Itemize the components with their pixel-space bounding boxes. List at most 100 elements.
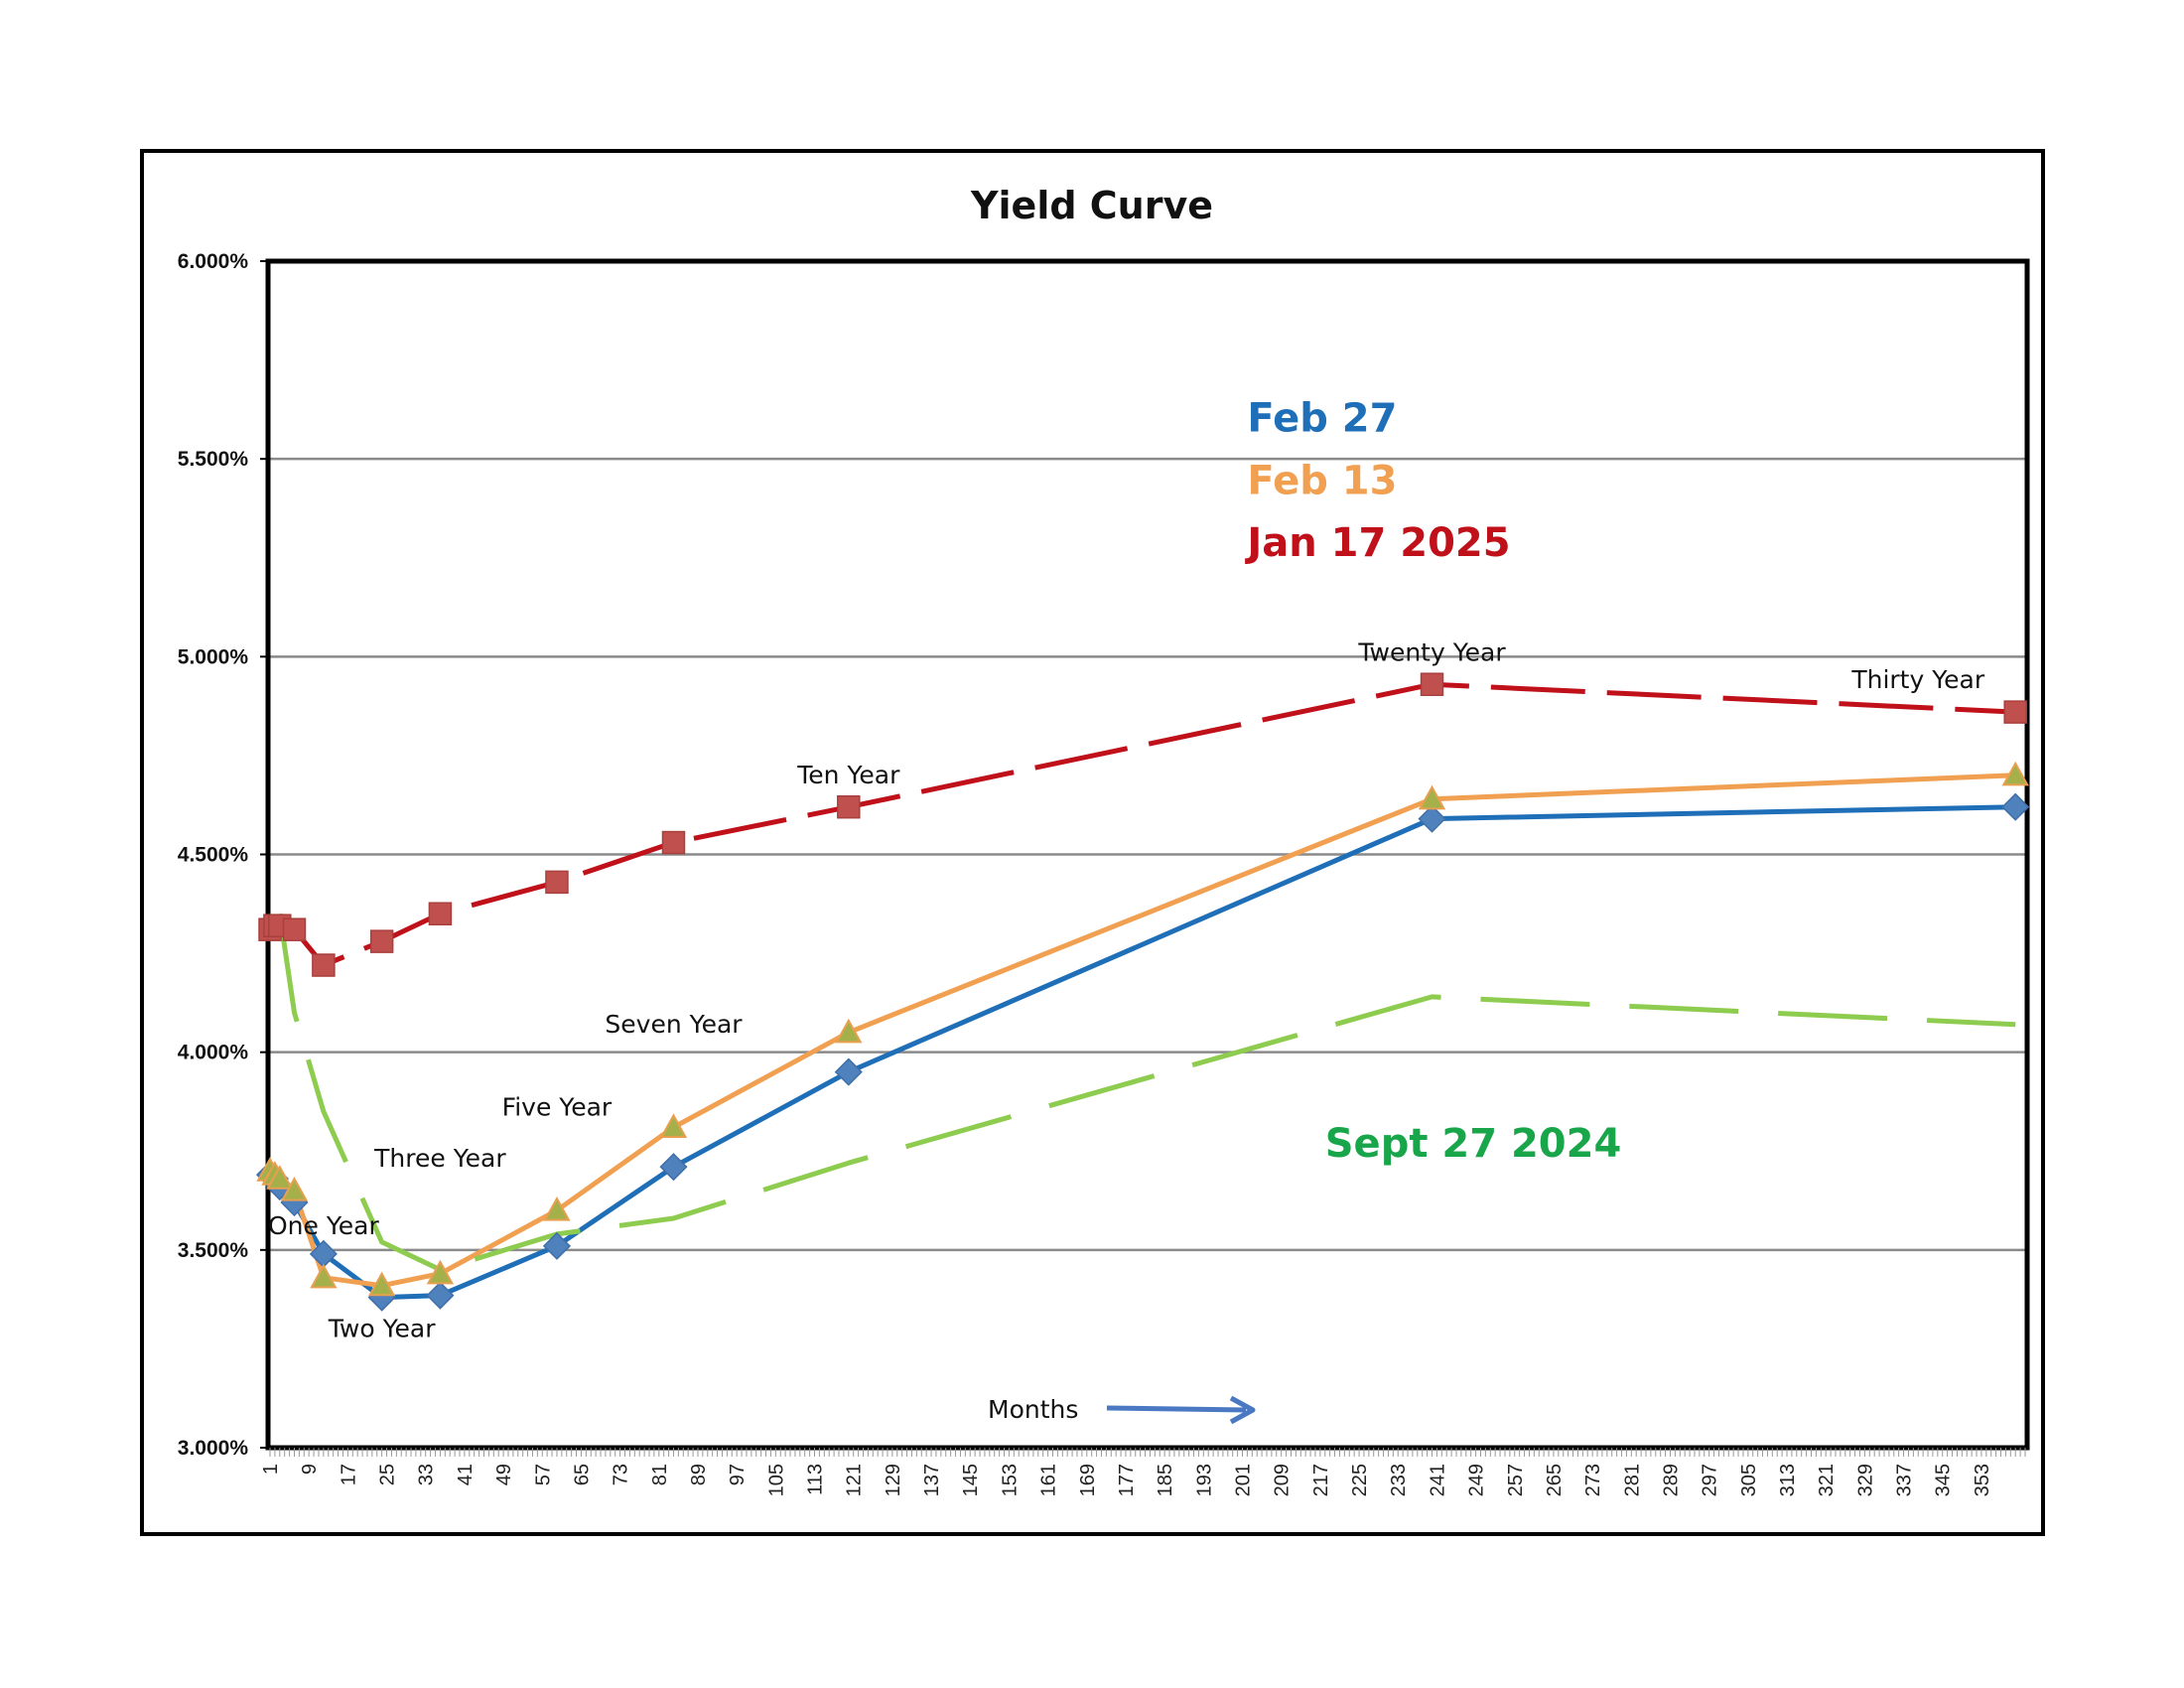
tenor-label: Seven Year: [605, 1010, 743, 1039]
x-tick-label: 49: [493, 1464, 515, 1485]
data-point-square: [282, 917, 307, 941]
x-tick-label: 337: [1894, 1464, 1916, 1496]
x-tick-label: 161: [1038, 1464, 1060, 1496]
data-point-square: [428, 902, 453, 925]
x-tick-label: 1: [260, 1464, 282, 1475]
legend-entry: Sept 27 2024: [1325, 1121, 1622, 1167]
tenor-annotations: One Year Two Year Three Year Five Year Seven…: [268, 637, 1985, 1342]
x-tick-label: 249: [1466, 1464, 1488, 1496]
data-point-square: [1420, 672, 1444, 696]
x-tick-label: 81: [649, 1464, 671, 1485]
y-tick-label: 3.500%: [178, 1239, 249, 1262]
x-tick-label: 241: [1427, 1464, 1448, 1496]
data-point-diamond: [834, 1057, 863, 1086]
y-tick-label: 5.000%: [178, 645, 249, 668]
x-tick-label: 201: [1233, 1464, 1255, 1496]
data-point-triangle: [310, 1263, 338, 1289]
tenor-label: Three Year: [373, 1144, 506, 1173]
x-tick-label: 217: [1310, 1464, 1332, 1496]
chart-title: Yield Curve: [970, 184, 1213, 227]
x-tick-label: 33: [416, 1464, 438, 1485]
x-tick-label: 65: [571, 1464, 593, 1485]
y-tick-label: 5.500%: [178, 448, 249, 471]
data-point-triangle: [835, 1018, 863, 1044]
data-point-square: [312, 953, 336, 977]
x-tick-label: 121: [844, 1464, 866, 1496]
x-tick-label: 353: [1972, 1464, 1993, 1496]
series-markers: [255, 672, 2030, 1312]
data-point-diamond: [659, 1153, 688, 1182]
tenor-label: Thirty Year: [1850, 665, 1985, 694]
x-tick-label: 41: [455, 1464, 477, 1485]
series-line: [277, 913, 2016, 1273]
x-tick-label: 209: [1272, 1464, 1294, 1496]
data-point-diamond: [2001, 792, 2030, 821]
x-tick-label: 97: [727, 1464, 749, 1485]
tenor-label: Two Year: [328, 1314, 436, 1342]
y-tick-label: 6.000%: [178, 250, 249, 273]
data-point-square: [837, 794, 861, 819]
x-tick-label: 137: [921, 1464, 943, 1496]
y-axis-ticks: 3.000% 3.500% 4.000% 4.500% 5.000% 5.500% 6.00…: [178, 250, 270, 1460]
x-axis-label: Months: [988, 1395, 1078, 1424]
x-tick-label: 289: [1661, 1464, 1683, 1496]
x-axis-ticks: 1 9 17 25 33 41 49 57 65 73 81 89 97 105 113 121 129 137 1…: [260, 1448, 2026, 1496]
tenor-label: Twenty Year: [1357, 637, 1506, 666]
legend-entry: Feb 27: [1247, 396, 1397, 442]
x-tick-label: 177: [1116, 1464, 1138, 1496]
x-tick-label: 113: [805, 1464, 827, 1495]
x-tick-label: 185: [1155, 1464, 1176, 1496]
legend-entry: Feb 13: [1247, 459, 1397, 504]
x-tick-label: 329: [1854, 1464, 1876, 1496]
x-tick-label: 305: [1738, 1464, 1760, 1496]
x-tick-label: 73: [611, 1464, 632, 1485]
x-tick-label: 297: [1700, 1464, 1721, 1496]
months-arrow-icon: [1106, 1395, 1256, 1425]
y-tick-label: 4.500%: [178, 844, 249, 867]
x-tick-label: 193: [1193, 1464, 1215, 1496]
data-point-triangle: [2001, 761, 2029, 786]
data-point-diamond: [542, 1231, 572, 1260]
x-tick-label: 345: [1933, 1464, 1955, 1496]
x-tick-label: 153: [999, 1464, 1021, 1496]
data-point-triangle: [280, 1177, 309, 1201]
x-tick-label: 273: [1582, 1464, 1604, 1496]
tenor-label: Five Year: [502, 1092, 613, 1121]
x-tick-label: 281: [1621, 1464, 1643, 1496]
data-point-triangle: [426, 1259, 455, 1285]
x-tick-label: 9: [299, 1464, 321, 1475]
data-point-triangle: [659, 1113, 688, 1138]
x-tick-label: 25: [377, 1464, 399, 1485]
x-tick-label: 321: [1816, 1464, 1838, 1496]
x-tick-label: 145: [960, 1464, 982, 1496]
data-point-triangle: [266, 1165, 294, 1190]
data-point-square: [369, 929, 394, 953]
legend-entry: Jan 17 2025: [1244, 520, 1510, 566]
x-tick-label: 57: [532, 1464, 554, 1485]
x-tick-label: 17: [338, 1464, 359, 1485]
data-point-triangle: [367, 1271, 396, 1297]
x-tick-label: 105: [765, 1464, 787, 1496]
data-point-diamond: [1418, 804, 1446, 833]
data-point-square: [661, 830, 686, 855]
data-point-square: [545, 870, 569, 895]
tenor-label: Ten Year: [796, 761, 900, 789]
x-tick-label: 169: [1077, 1464, 1099, 1496]
x-tick-label: 233: [1388, 1464, 1410, 1496]
data-point-triangle: [1418, 784, 1446, 810]
y-tick-label: 4.000%: [178, 1042, 249, 1064]
x-tick-label: 129: [883, 1464, 904, 1496]
tenor-label: One Year: [268, 1211, 380, 1240]
x-tick-label: 313: [1777, 1464, 1799, 1496]
data-point-square: [2003, 700, 2027, 724]
x-tick-label: 265: [1544, 1464, 1566, 1496]
legend: Feb 27 Feb 13 Jan 17 2025 Sept 27 2024: [1244, 396, 1621, 1167]
x-tick-label: 257: [1505, 1464, 1527, 1496]
data-point-triangle: [543, 1196, 571, 1221]
data-point-diamond: [426, 1281, 455, 1310]
y-tick-label: 3.000%: [178, 1437, 249, 1460]
x-tick-label: 225: [1349, 1464, 1371, 1496]
x-tick-label: 89: [688, 1464, 710, 1485]
x-minor-ticks: [269, 1448, 2026, 1457]
